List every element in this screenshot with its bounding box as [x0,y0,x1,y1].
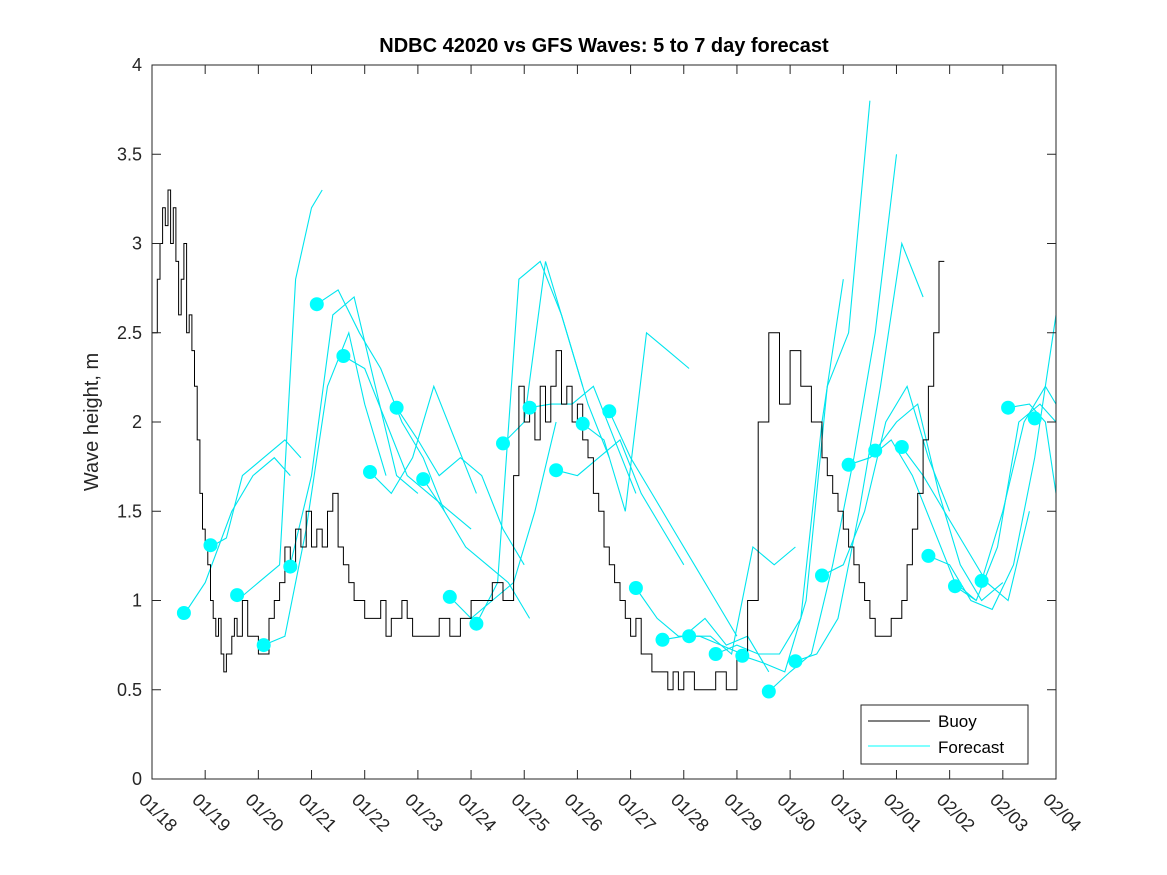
forecast-point [815,568,829,583]
forecast-line-0 [183,456,291,616]
forecast-line-1 [210,439,302,548]
forecast-line-22 [768,154,898,692]
forecast-line-26 [874,403,1004,602]
forecast-line-4 [289,296,419,565]
y-tick-label: 0 [132,769,142,789]
forecast-line-29 [954,403,1057,602]
forecast-point [841,457,856,472]
forecast-point [921,548,936,563]
forecast-point [363,465,377,479]
forecast-line-8 [396,407,525,566]
forecast-line-14 [555,438,685,566]
legend: Buoy Forecast [860,704,1029,765]
forecast-point [868,443,883,458]
forecast-point [496,436,510,451]
forecast-point [894,440,909,454]
forecast-point [1001,400,1016,415]
forecast-point [336,349,351,363]
forecast-line-15 [582,331,690,512]
forecast-point [230,588,245,603]
forecast-point [788,654,803,669]
y-tick-label: 1 [132,591,142,611]
forecast-point [416,472,431,487]
forecast-line-6 [343,355,472,530]
forecast-point [655,632,670,647]
forecast-line-2 [236,189,323,601]
forecast-point [735,648,750,663]
series-layer [152,100,1057,699]
forecast-point [708,647,723,661]
forecast-point [575,416,590,431]
forecast-line-12 [502,261,610,458]
forecast-point [628,581,643,595]
forecast-point [283,559,298,574]
forecast-point [203,538,218,553]
forecast-point [761,684,776,699]
y-tick-label: 1.5 [117,501,142,521]
y-tick-label: 3 [132,234,142,254]
forecast-point [442,589,457,604]
forecast-point [948,579,962,594]
y-axis-label: Wave height, m [81,353,103,491]
forecast-line-13 [529,385,637,494]
y-tick-label: 3.5 [117,144,142,164]
forecast-point [974,573,989,588]
y-tick-label: 2 [132,412,142,432]
forecast-line-23 [795,241,924,662]
forecast-point [256,638,271,653]
forecast-point [1027,411,1042,426]
forecast-line-24 [821,384,951,576]
y-tick-label: 2.5 [117,323,142,343]
forecast-line-16 [608,411,738,637]
forecast-line-5 [316,289,446,512]
forecast-line-30 [981,385,1057,582]
forecast-line-21 [742,100,871,673]
forecast-point [602,404,617,419]
forecast-line-9 [422,478,531,619]
chart-title: NDBC 42020 vs GFS Waves: 5 to 7 day fore… [379,35,829,57]
y-tick-label: 4 [132,55,142,75]
forecast-line-18 [662,617,770,673]
forecast-line-3 [263,330,387,646]
forecast-point [176,606,191,620]
forecast-line-28 [928,314,1057,611]
forecast-point [389,400,404,415]
forecast-point [309,297,324,312]
forecast-point [522,400,537,415]
forecast-line-7 [369,384,477,495]
forecast-point [682,629,697,644]
legend-label-buoy: Buoy [938,712,977,731]
legend-label-forecast: Forecast [938,738,1004,757]
y-tick-label: 0.5 [117,680,142,700]
legend-box [860,704,1029,765]
plot-area [152,65,1056,779]
forecast-point [549,463,564,478]
buoy-line [152,189,945,691]
forecast-point [469,616,484,631]
forecast-line-19 [689,545,796,656]
